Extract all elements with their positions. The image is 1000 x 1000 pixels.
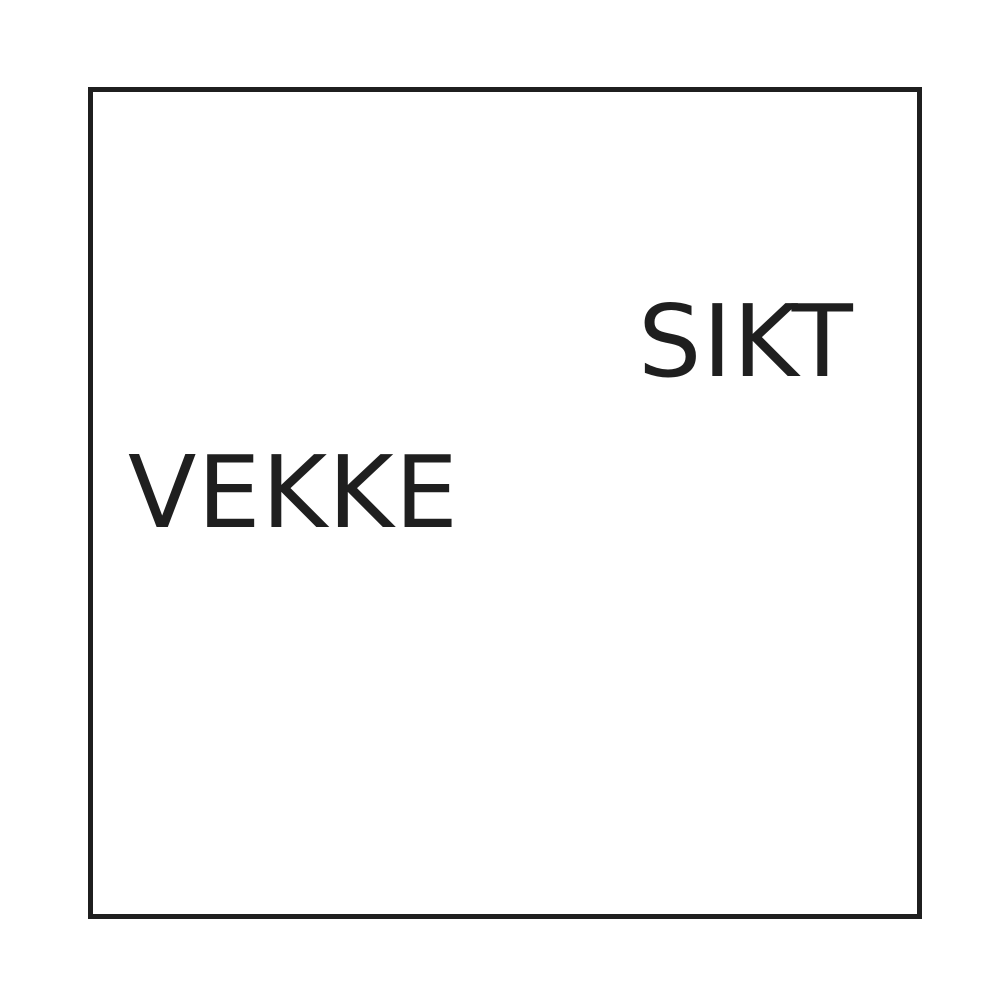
- square-frame: [88, 87, 922, 919]
- word-vekke: VEKKE: [128, 434, 459, 551]
- word-sikt: SIKT: [638, 283, 854, 400]
